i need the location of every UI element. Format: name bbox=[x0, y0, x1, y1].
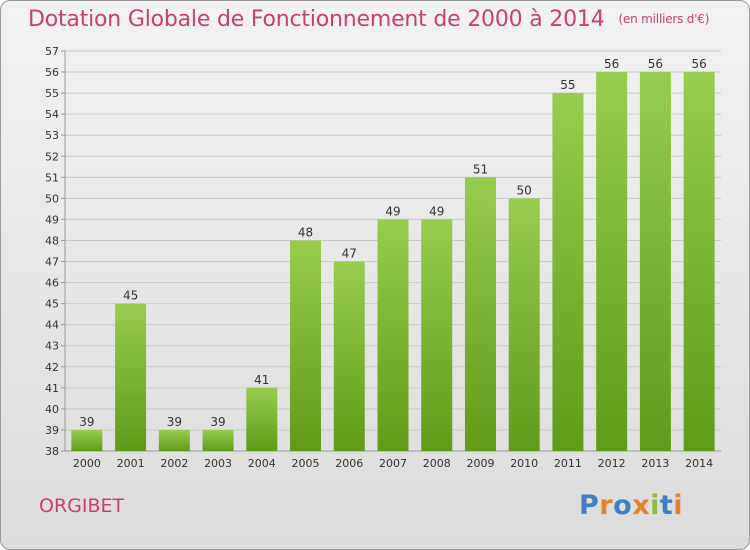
x-tick-label: 2012 bbox=[598, 457, 626, 470]
y-tick-label: 57 bbox=[45, 45, 59, 58]
y-tick-label: 46 bbox=[45, 277, 59, 290]
y-tick-label: 50 bbox=[45, 192, 59, 205]
bar-2009 bbox=[464, 177, 496, 451]
y-tick-label: 49 bbox=[45, 213, 59, 226]
x-tick-label: 2008 bbox=[423, 457, 451, 470]
bar-2011 bbox=[552, 93, 584, 452]
logo-letter: t bbox=[659, 490, 674, 521]
logo-letter: i bbox=[673, 490, 684, 521]
data-labels: 39 45 39 39 41 48 47 49 49 51 50 55 56 56 56 bbox=[79, 57, 707, 429]
bar-2003 bbox=[202, 429, 234, 451]
bar-2004 bbox=[246, 387, 278, 451]
x-tick-labels: 2000 2001 2002 2003 2004 2005 2006 2007 2008 2009… bbox=[73, 457, 713, 470]
data-label: 48 bbox=[298, 225, 313, 239]
logo-letter: i bbox=[650, 490, 660, 521]
bar-2001 bbox=[115, 303, 147, 451]
bar-2000 bbox=[71, 429, 103, 451]
y-tick-label: 43 bbox=[45, 340, 59, 353]
y-tick-labels: 38 39 40 41 42 43 44 45 46 47 48 49 50 51 52 53 54 55 56 57 bbox=[45, 45, 59, 458]
logo-letter: o bbox=[613, 490, 633, 521]
title-text: Dotation Globale de Fonctionnement de 20… bbox=[28, 7, 605, 32]
x-tick-label: 2009 bbox=[466, 457, 494, 470]
y-tick-label: 53 bbox=[45, 129, 59, 142]
unit-label: (en milliers d'€) bbox=[618, 12, 710, 26]
y-tick-label: 44 bbox=[45, 319, 59, 332]
chart-title: Dotation Globale de Fonctionnement de 20… bbox=[28, 7, 709, 32]
data-label: 41 bbox=[254, 373, 269, 387]
bar-2010 bbox=[508, 198, 540, 451]
x-tick-label: 2004 bbox=[248, 457, 276, 470]
x-tick-label: 2002 bbox=[160, 457, 188, 470]
data-label: 39 bbox=[210, 415, 225, 429]
data-label: 39 bbox=[167, 415, 182, 429]
bar-2008 bbox=[421, 219, 453, 451]
logo-letter: P bbox=[579, 490, 600, 521]
y-tick-label: 42 bbox=[45, 361, 59, 374]
data-label: 47 bbox=[342, 247, 357, 261]
bar-2005 bbox=[290, 240, 322, 451]
x-tick-label: 2011 bbox=[554, 457, 582, 470]
data-label: 56 bbox=[648, 57, 663, 71]
data-label: 56 bbox=[604, 57, 619, 71]
x-tick-label: 2005 bbox=[292, 457, 320, 470]
y-tick-label: 41 bbox=[45, 382, 59, 395]
x-tick-label: 2014 bbox=[685, 457, 713, 470]
commune-name: ORGIBET bbox=[39, 495, 125, 517]
x-tick-label: 2010 bbox=[510, 457, 538, 470]
bar-2007 bbox=[377, 219, 409, 451]
data-label: 50 bbox=[517, 183, 532, 197]
bar-2013 bbox=[639, 72, 671, 451]
data-label: 51 bbox=[473, 162, 488, 176]
x-tick-label: 2001 bbox=[117, 457, 145, 470]
y-tick-label: 47 bbox=[45, 256, 59, 269]
y-tick-label: 45 bbox=[45, 298, 59, 311]
data-label: 55 bbox=[560, 78, 575, 92]
bar-2002 bbox=[158, 429, 190, 451]
y-tick-label: 54 bbox=[45, 108, 59, 121]
y-tick-label: 48 bbox=[45, 234, 59, 247]
data-label: 49 bbox=[429, 204, 444, 218]
x-tick-label: 2006 bbox=[335, 457, 363, 470]
y-tick-label: 39 bbox=[45, 424, 59, 437]
y-tick-label: 52 bbox=[45, 150, 59, 163]
bar-2006 bbox=[333, 261, 365, 451]
data-label: 39 bbox=[79, 415, 94, 429]
y-tick-label: 56 bbox=[45, 66, 59, 79]
proxiti-logo: Proxiti bbox=[579, 490, 683, 521]
logo-letter: r bbox=[599, 490, 614, 521]
y-tick-label: 40 bbox=[45, 403, 59, 416]
x-tick-label: 2003 bbox=[204, 457, 232, 470]
data-label: 45 bbox=[123, 289, 138, 303]
y-tick-label: 38 bbox=[45, 445, 59, 458]
data-label: 49 bbox=[385, 204, 400, 218]
x-tick-label: 2000 bbox=[73, 457, 101, 470]
x-tick-label: 2007 bbox=[379, 457, 407, 470]
bar-2012 bbox=[596, 72, 628, 451]
y-tick-label: 55 bbox=[45, 87, 59, 100]
data-label: 56 bbox=[691, 57, 706, 71]
x-tick-label: 2013 bbox=[641, 457, 669, 470]
logo-letter: x bbox=[632, 490, 651, 521]
y-tick-label: 51 bbox=[45, 171, 59, 184]
bar-2014 bbox=[683, 72, 715, 451]
bars bbox=[71, 72, 715, 452]
